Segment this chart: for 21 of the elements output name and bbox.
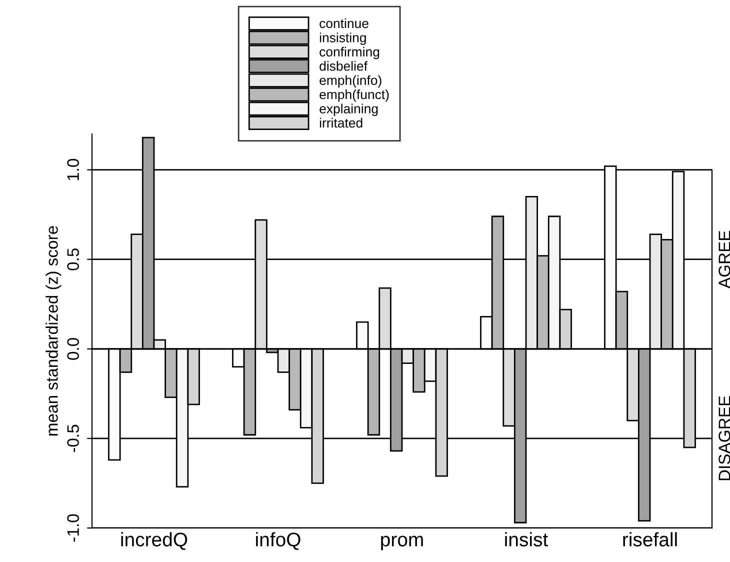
legend-label: continue	[320, 18, 368, 28]
legend-label: insisting	[320, 32, 366, 45]
y-tick-label: -0.5	[67, 424, 79, 452]
legend-label: confirming	[320, 46, 380, 60]
y-axis-title: mean standardized (z) score	[46, 226, 62, 436]
x-tick-label: prom	[381, 536, 423, 550]
y-tick-label: 0.5	[67, 248, 79, 270]
legend-label: disbelief	[320, 61, 368, 71]
text: DISAGREE	[718, 396, 730, 480]
x-tick-label: infoQ	[256, 532, 300, 550]
legend-label: irritated	[320, 118, 362, 128]
text: AGREE	[718, 230, 730, 289]
y-tick-label: 0.0	[67, 338, 79, 360]
x-tick-label: risefall	[623, 532, 677, 546]
y-tick-label: -1.0	[67, 514, 79, 542]
legend-label: explaining	[320, 104, 378, 116]
legend-label: emph(funct)	[320, 89, 389, 102]
y-tick-label: 1.0	[67, 158, 79, 180]
x-tick-label: insist	[505, 532, 548, 546]
legend-label: emph(info)	[320, 75, 382, 88]
x-tick-label: incredQ	[121, 532, 188, 550]
